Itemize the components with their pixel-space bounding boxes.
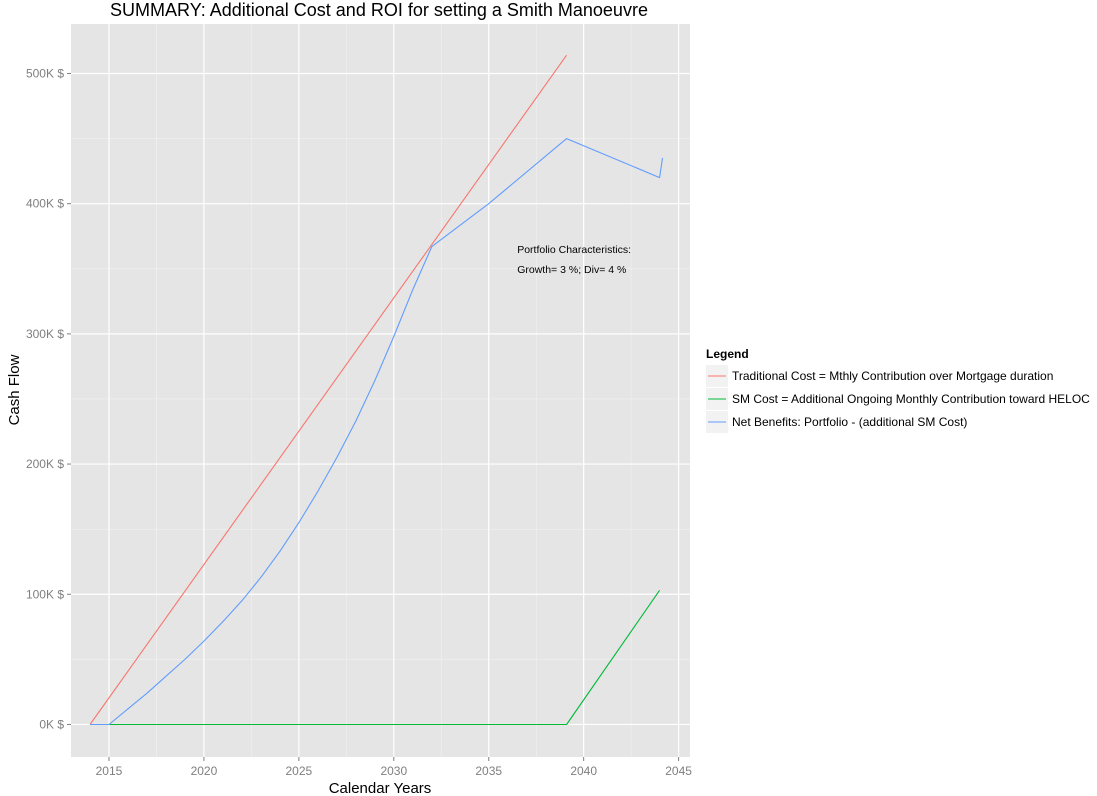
x-tick-label: 2015 xyxy=(96,764,123,778)
chart-title: SUMMARY: Additional Cost and ROI for set… xyxy=(110,0,648,20)
series-line-3 xyxy=(90,138,664,726)
y-tick-label: 300K $ xyxy=(26,327,64,341)
x-axis: 2015 2020 2025 2030 2035 2040 2045 xyxy=(96,757,692,778)
x-tick-label: 2035 xyxy=(475,764,502,778)
y-tick-label: 400K $ xyxy=(26,197,64,211)
series-line-2 xyxy=(90,589,661,726)
legend-label-3: Net Benefits: Portfolio - (additional SM… xyxy=(732,415,967,429)
grid-major xyxy=(71,24,690,757)
legend-label-1: Traditional Cost = Mthly Contribution ov… xyxy=(732,369,1053,383)
x-tick-label: 2040 xyxy=(570,764,597,778)
x-axis-title: Calendar Years xyxy=(329,780,432,796)
y-tick-label: 200K $ xyxy=(26,457,64,471)
annotation-line-2: Growth= 3 %; Div= 4 % xyxy=(517,264,626,276)
y-axis-title: Cash Flow xyxy=(6,354,23,425)
grid-minor xyxy=(71,24,690,757)
annotation-line-1: Portfolio Characteristics: xyxy=(517,244,631,256)
y-axis: 0K $ 100K $ 200K $ 300K $ 400K $ 500K $ xyxy=(26,66,71,731)
y-tick-label: 100K $ xyxy=(26,587,64,601)
legend-title: Legend xyxy=(706,347,749,361)
y-tick-label: 500K $ xyxy=(26,66,64,80)
x-tick-label: 2030 xyxy=(380,764,407,778)
legend-label-2: SM Cost = Additional Ongoing Monthly Con… xyxy=(732,392,1090,406)
legend: Legend Traditional Cost = Mthly Contribu… xyxy=(706,347,1090,433)
annotation-layer: Portfolio Characteristics: Growth= 3 %; D… xyxy=(517,244,631,276)
plot-panel xyxy=(71,24,690,757)
x-tick-label: 2045 xyxy=(665,764,692,778)
series-layer xyxy=(89,54,664,726)
x-tick-label: 2025 xyxy=(286,764,313,778)
series-line-1 xyxy=(89,54,568,725)
y-tick-label: 0K $ xyxy=(39,717,64,731)
x-tick-label: 2020 xyxy=(191,764,218,778)
